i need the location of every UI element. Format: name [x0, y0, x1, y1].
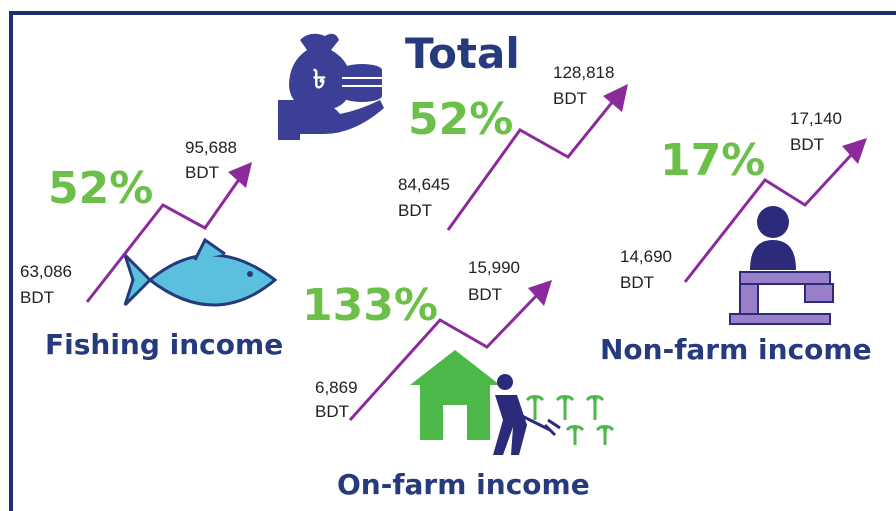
change: 133%: [302, 280, 438, 331]
before-unit: BDT: [20, 288, 54, 307]
after-value: 15,990: [468, 258, 520, 277]
after-unit: BDT: [790, 135, 824, 154]
before-value: 6,869: [315, 378, 358, 397]
after-unit: BDT: [468, 285, 502, 304]
change: 17%: [660, 135, 765, 186]
change: 52%: [408, 94, 513, 145]
before-unit: BDT: [620, 273, 654, 292]
after-value: 95,688: [185, 138, 237, 157]
panel-title: On-farm income: [337, 468, 590, 501]
before-value: 63,086: [20, 262, 72, 281]
svg-text:৳: ৳: [313, 65, 326, 95]
money-icon: ৳: [278, 33, 384, 140]
before-value: 14,690: [620, 247, 672, 266]
after-value: 128,818: [553, 63, 614, 82]
after-unit: BDT: [553, 89, 587, 108]
panel-title: Total: [405, 29, 520, 78]
frame: [9, 11, 896, 511]
sewing-icon: [729, 206, 834, 325]
panel-title: Non-farm income: [600, 333, 872, 366]
after-unit: BDT: [185, 163, 219, 182]
change: 52%: [48, 163, 153, 214]
before-unit: BDT: [398, 201, 432, 220]
panel-title: Fishing income: [45, 328, 283, 361]
after-value: 17,140: [790, 109, 842, 128]
trend-arrows: [85, 84, 867, 422]
before-unit: BDT: [315, 402, 349, 421]
farm-icon: [410, 350, 615, 455]
before-value: 84,645: [398, 175, 450, 194]
fish-icon: [123, 237, 278, 307]
